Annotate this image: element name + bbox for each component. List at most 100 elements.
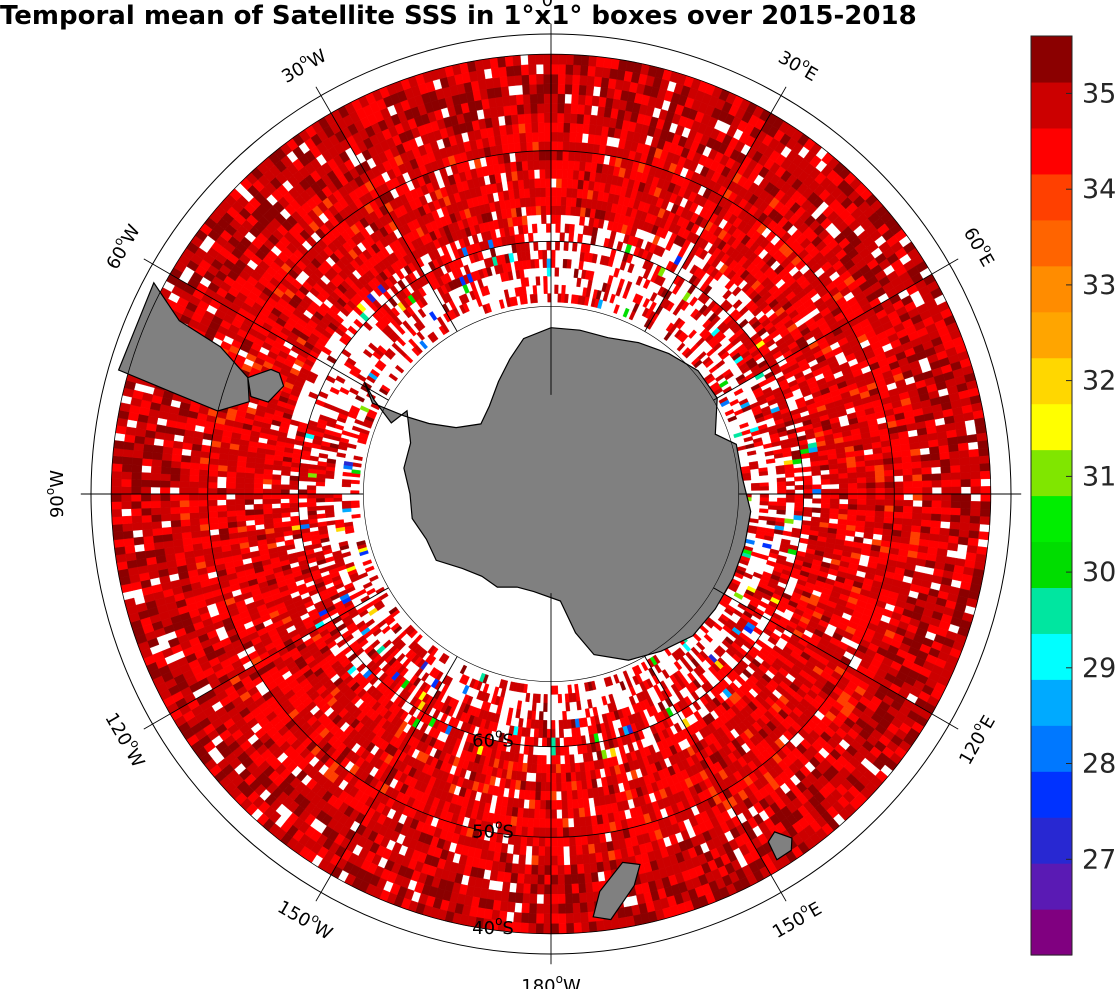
salinity-cell (388, 373, 399, 382)
salinity-cell (676, 319, 686, 330)
salinity-cell (377, 345, 387, 355)
salinity-cell (603, 677, 610, 687)
salinity-cell (353, 455, 363, 461)
salinity-cell (350, 405, 361, 413)
salinity-cell (369, 574, 379, 583)
salinity-cell (339, 386, 350, 395)
salinity-cell (632, 675, 640, 686)
salinity-cell (362, 348, 373, 358)
salinity-cell (476, 690, 484, 701)
salinity-cell (619, 680, 627, 691)
salinity-cell (351, 425, 362, 433)
salinity-cell (341, 479, 352, 484)
salinity-cell (646, 706, 655, 718)
salinity-cell (625, 280, 633, 291)
salinity-cell (554, 284, 559, 294)
salinity-cell (362, 559, 373, 567)
salinity-cell (739, 422, 749, 429)
salinity-cell (564, 293, 569, 304)
salinity-cell (733, 591, 744, 600)
salinity-cell (635, 294, 644, 305)
salinity-cell (576, 700, 582, 711)
salinity-cell (318, 414, 329, 422)
salinity-cell (743, 572, 754, 580)
salinity-cell (368, 342, 378, 352)
salinity-cell (591, 253, 598, 264)
salinity-cell (386, 348, 396, 358)
salinity-cell (704, 619, 714, 629)
salinity-cell (349, 387, 359, 396)
salinity-cell (711, 315, 721, 326)
salinity-cell (342, 471, 352, 477)
chart-title: Temporal mean of Satellite SSS in 1°x1° … (0, 1, 917, 31)
salinity-cell (601, 695, 608, 706)
salinity-cell (408, 338, 418, 348)
salinity-cell (525, 692, 531, 703)
salinity-cell (776, 509, 786, 515)
salinity-cell (640, 661, 649, 672)
salinity-cell (758, 470, 769, 477)
salinity-cell (557, 693, 563, 704)
salinity-cell (666, 301, 675, 312)
salinity-cell (483, 285, 491, 296)
salinity-cell (712, 342, 723, 352)
salinity-cell (306, 485, 317, 491)
salinity-cell (436, 316, 446, 327)
salinity-cell (380, 384, 391, 393)
salinity-cell (515, 708, 521, 719)
salinity-cell (715, 359, 726, 369)
salinity-cell (505, 716, 512, 726)
salinity-cell (613, 674, 620, 684)
salinity-cell (428, 311, 438, 321)
salinity-cell (763, 535, 774, 542)
salinity-cell (394, 364, 405, 374)
salinity-cell (351, 513, 361, 519)
salinity-cell (743, 625, 754, 635)
salinity-cell (696, 652, 706, 663)
salinity-cell (713, 622, 723, 632)
salinity-cell (687, 329, 697, 339)
salinity-cell (498, 299, 505, 309)
salinity-cell (430, 331, 439, 342)
salinity-cell (676, 342, 686, 352)
salinity-cell (718, 379, 729, 389)
salinity-cell (727, 415, 738, 423)
salinity-cell (535, 276, 541, 286)
salinity-cell (408, 640, 418, 650)
salinity-cell (704, 359, 714, 369)
salinity-cell (703, 633, 714, 643)
salinity-cell (318, 452, 329, 459)
salinity-cell (618, 278, 625, 289)
salinity-cell (503, 289, 510, 299)
salinity-cell (459, 673, 467, 684)
salinity-cell (402, 320, 412, 330)
salinity-cell (335, 375, 346, 384)
salinity-cell (463, 264, 471, 275)
salinity-cell (653, 663, 663, 674)
salinity-cell (661, 669, 670, 679)
salinity-cell (613, 304, 620, 314)
salinity-cell (561, 284, 566, 295)
salinity-cell (485, 303, 492, 313)
salinity-cell (566, 259, 572, 269)
salinity-cell (388, 606, 399, 615)
salinity-cell (627, 263, 635, 274)
salinity-cell (724, 371, 734, 381)
salinity-cell (554, 267, 560, 277)
salinity-cell (524, 277, 530, 287)
salinity-cell (724, 607, 734, 617)
salinity-cell (588, 270, 595, 281)
salinity-cell (784, 518, 794, 524)
salinity-cell (622, 307, 630, 318)
salinity-cell (759, 508, 769, 514)
salinity-cell (648, 301, 657, 312)
salinity-cell (356, 540, 366, 547)
salinity-cell (359, 405, 370, 413)
salinity-cell (462, 684, 470, 695)
salinity-cell (362, 581, 373, 590)
salinity-cell (438, 652, 447, 663)
salinity-cell (733, 388, 744, 397)
salinity-cell (746, 450, 757, 456)
salinity-cell (739, 559, 749, 566)
salinity-cell (765, 458, 776, 464)
